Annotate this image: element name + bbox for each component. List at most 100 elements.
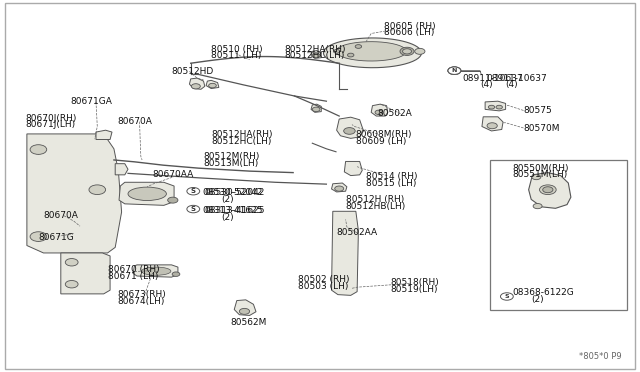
Text: 80550M(RH): 80550M(RH): [512, 164, 568, 173]
Text: 08313-41625: 08313-41625: [202, 206, 263, 215]
Circle shape: [65, 259, 78, 266]
Text: 80670A: 80670A: [44, 211, 78, 220]
Circle shape: [209, 83, 216, 88]
Polygon shape: [189, 78, 205, 89]
Polygon shape: [61, 253, 110, 294]
Text: 80510 (RH): 80510 (RH): [211, 45, 263, 54]
Text: 80518(RH): 80518(RH): [390, 278, 439, 287]
Circle shape: [30, 232, 47, 241]
Text: *805*0 P9: *805*0 P9: [579, 352, 622, 361]
Text: 08911-10637: 08911-10637: [462, 74, 523, 83]
Text: 80575: 80575: [524, 106, 552, 115]
Circle shape: [333, 49, 340, 53]
Circle shape: [65, 280, 78, 288]
Text: 80502 (RH): 80502 (RH): [298, 275, 349, 284]
Polygon shape: [485, 101, 506, 111]
Text: 80671 (LH): 80671 (LH): [108, 272, 158, 280]
Text: 80562M: 80562M: [230, 318, 267, 327]
Text: 80670 (RH): 80670 (RH): [108, 265, 159, 274]
Text: S: S: [504, 294, 509, 299]
Circle shape: [89, 185, 106, 195]
Polygon shape: [27, 134, 122, 253]
Polygon shape: [311, 51, 321, 58]
Circle shape: [312, 53, 320, 58]
Text: 80513M(LH): 80513M(LH): [204, 159, 259, 168]
Circle shape: [448, 67, 461, 74]
Polygon shape: [96, 130, 112, 140]
Text: 80673(RH): 80673(RH): [118, 290, 166, 299]
Text: (4): (4): [480, 80, 493, 89]
Text: 80674(LH): 80674(LH): [118, 297, 165, 306]
Circle shape: [400, 47, 414, 55]
Circle shape: [191, 84, 200, 89]
Text: 08911-10637: 08911-10637: [486, 74, 547, 83]
Ellipse shape: [141, 267, 171, 275]
Polygon shape: [234, 300, 256, 315]
Polygon shape: [529, 173, 571, 208]
Polygon shape: [332, 183, 347, 192]
Text: 08368-6122G: 08368-6122G: [512, 288, 573, 297]
Text: 80570M: 80570M: [524, 124, 560, 133]
Ellipse shape: [128, 187, 166, 201]
Text: 80512HD: 80512HD: [172, 67, 214, 76]
Circle shape: [187, 205, 200, 213]
Text: 80671GA: 80671GA: [70, 97, 112, 106]
Text: 80609 (LH): 80609 (LH): [356, 137, 406, 146]
Text: 80551M(LH): 80551M(LH): [512, 170, 567, 179]
Polygon shape: [337, 117, 364, 138]
Text: 80670AA: 80670AA: [152, 170, 193, 179]
Circle shape: [355, 45, 362, 48]
Polygon shape: [206, 80, 219, 89]
Circle shape: [312, 107, 320, 112]
Circle shape: [30, 145, 47, 154]
Circle shape: [448, 67, 461, 74]
Circle shape: [239, 308, 250, 314]
Text: 80606 (LH): 80606 (LH): [384, 28, 435, 37]
Text: 80670J(RH): 80670J(RH): [26, 114, 77, 123]
Circle shape: [487, 123, 497, 129]
Circle shape: [532, 174, 541, 180]
Text: 80512HC(LH): 80512HC(LH): [285, 51, 345, 60]
Text: 80512HC(LH): 80512HC(LH): [211, 137, 271, 146]
Text: 08530-52042: 08530-52042: [202, 188, 262, 197]
Text: 80512HA(RH): 80512HA(RH): [211, 130, 273, 139]
Text: S: S: [191, 206, 196, 212]
Text: (2): (2): [531, 295, 544, 304]
Circle shape: [172, 272, 180, 276]
Circle shape: [168, 197, 178, 203]
Circle shape: [448, 67, 461, 74]
Text: (2): (2): [221, 213, 234, 222]
Text: 80512HA(RH): 80512HA(RH): [285, 45, 346, 54]
Text: N: N: [452, 68, 457, 73]
Text: 80670A: 80670A: [117, 117, 152, 126]
Text: 80512M(RH): 80512M(RH): [204, 153, 260, 161]
Polygon shape: [482, 117, 503, 131]
Text: 80511 (LH): 80511 (LH): [211, 51, 262, 60]
Text: 08530-52042: 08530-52042: [205, 188, 265, 197]
Polygon shape: [371, 104, 388, 116]
Circle shape: [543, 187, 553, 193]
Circle shape: [375, 110, 383, 115]
Circle shape: [403, 49, 412, 54]
Polygon shape: [119, 182, 174, 205]
Text: (2): (2): [221, 195, 234, 204]
Text: 80608M(RH): 80608M(RH): [356, 130, 412, 139]
Text: 80605 (RH): 80605 (RH): [384, 22, 436, 31]
Circle shape: [540, 185, 556, 195]
Circle shape: [415, 48, 425, 54]
Polygon shape: [336, 42, 406, 61]
Text: 80503 (LH): 80503 (LH): [298, 282, 349, 291]
Text: 80514 (RH): 80514 (RH): [366, 172, 417, 181]
Text: 80502AA: 80502AA: [337, 228, 378, 237]
Text: 80512HB(LH): 80512HB(LH): [346, 202, 406, 211]
Circle shape: [500, 293, 513, 300]
Text: 80519(LH): 80519(LH): [390, 285, 438, 294]
Polygon shape: [344, 161, 362, 176]
Polygon shape: [133, 265, 178, 277]
Polygon shape: [332, 211, 358, 295]
Text: N: N: [452, 68, 457, 73]
Text: 08313-41625: 08313-41625: [205, 206, 266, 215]
Text: 80515 (LH): 80515 (LH): [366, 179, 417, 187]
Circle shape: [488, 105, 495, 109]
Circle shape: [348, 53, 354, 57]
